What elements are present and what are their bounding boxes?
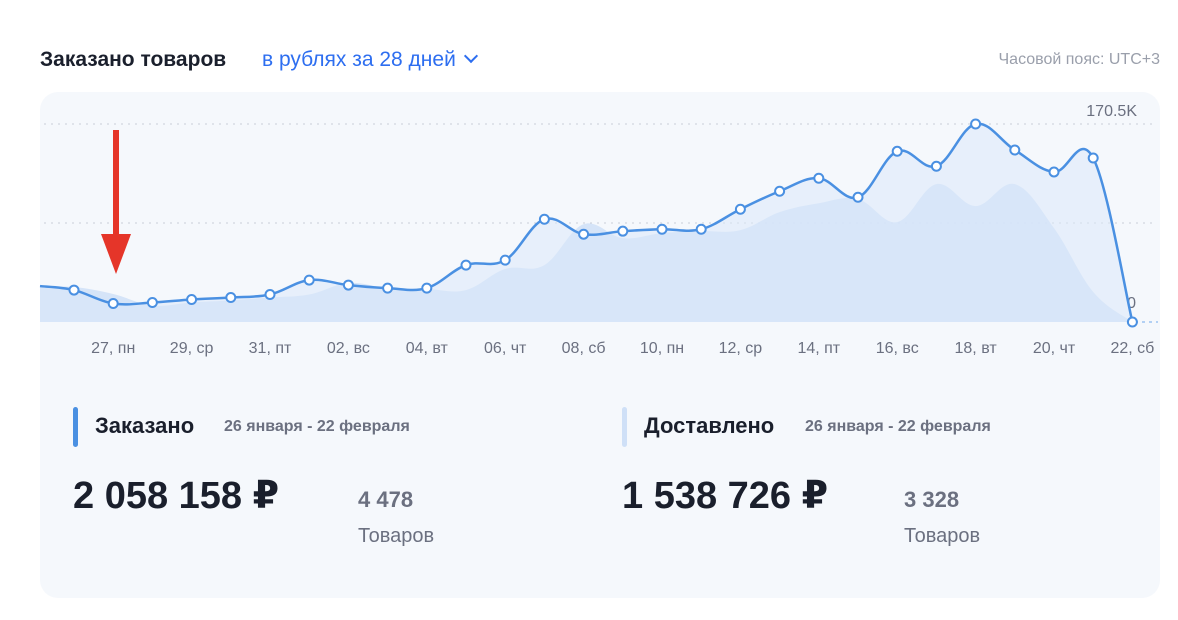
- data-point: [970, 118, 982, 130]
- delivered-title: Доставлено: [644, 413, 775, 438]
- data-point: [342, 279, 354, 291]
- x-tick-label: 12, ср: [719, 340, 763, 357]
- section-title: Заказано товаров: [40, 48, 227, 71]
- data-point: [891, 145, 903, 157]
- red-arrow-annotation: [101, 130, 131, 274]
- x-tick-label: 18, вт: [955, 340, 998, 357]
- ordered-date-range: 26 января - 22 февраля: [224, 418, 410, 435]
- ordered-item-count-label: Товаров: [358, 525, 435, 547]
- data-point: [225, 291, 237, 303]
- ordered-title: Заказано: [95, 413, 195, 438]
- data-point: [382, 282, 394, 294]
- x-tick-label: 14, пт: [797, 340, 840, 357]
- ordered-item-count: 4 478: [358, 487, 414, 512]
- data-point: [146, 296, 158, 308]
- data-point: [107, 298, 119, 310]
- x-tick-label: 22, сб: [1110, 340, 1154, 357]
- delivered-total-sum: 1 538 726 ₽: [622, 475, 829, 517]
- orders-chart: 170.5K 0 27, пн 29, ср 31, пт 02, вс 04, вт 06,…: [39, 103, 1158, 357]
- data-point: [852, 191, 864, 203]
- data-point: [813, 172, 825, 184]
- data-point: [1126, 316, 1138, 328]
- x-tick-label: 02, вс: [327, 340, 370, 357]
- period-dropdown-label: в рублях за 28 дней: [262, 48, 456, 71]
- data-point: [930, 160, 942, 172]
- data-point: [656, 223, 668, 235]
- data-point: [734, 203, 746, 215]
- timezone-label: Часовой пояс: UTC+3: [998, 51, 1160, 68]
- data-point: [421, 282, 433, 294]
- period-dropdown[interactable]: в рублях за 28 дней: [262, 48, 478, 72]
- data-point: [1048, 166, 1060, 178]
- data-point: [695, 223, 707, 235]
- ordered-total-sum: 2 058 158 ₽: [73, 475, 280, 517]
- x-tick-label: 31, пт: [249, 340, 292, 357]
- data-point: [499, 254, 511, 266]
- x-tick-label: 08, сб: [562, 340, 606, 357]
- delivered-item-count-label: Товаров: [904, 525, 981, 547]
- data-point: [264, 288, 276, 300]
- data-point: [578, 228, 590, 240]
- x-tick-label: 16, вс: [876, 340, 919, 357]
- delivered-legend-bar: [622, 407, 627, 447]
- data-point: [303, 274, 315, 286]
- data-point: [538, 213, 550, 225]
- ordered-legend-bar: [73, 407, 78, 447]
- data-point: [617, 225, 629, 237]
- data-point: [68, 284, 80, 296]
- y-axis-max-label: 170.5K: [1086, 103, 1137, 120]
- data-point: [1009, 144, 1021, 156]
- data-point: [460, 259, 472, 271]
- section-header: Заказано товаров в рублях за 28 дней Час…: [40, 44, 1160, 80]
- delivered-item-count: 3 328: [904, 487, 960, 512]
- x-tick-label: 06, чт: [484, 340, 527, 357]
- delivered-date-range: 26 января - 22 февраля: [805, 418, 991, 435]
- data-point: [774, 185, 786, 197]
- x-tick-label: 29, ср: [170, 340, 214, 357]
- x-tick-label: 04, вт: [406, 340, 449, 357]
- data-point: [186, 293, 198, 305]
- data-point: [1087, 152, 1099, 164]
- x-tick-label: 20, чт: [1033, 340, 1076, 357]
- x-tick-label: 27, пн: [91, 340, 135, 357]
- y-axis-min-label: 0: [1127, 295, 1136, 312]
- ordered-area: [40, 123, 1133, 322]
- x-tick-label: 10, пн: [640, 340, 684, 357]
